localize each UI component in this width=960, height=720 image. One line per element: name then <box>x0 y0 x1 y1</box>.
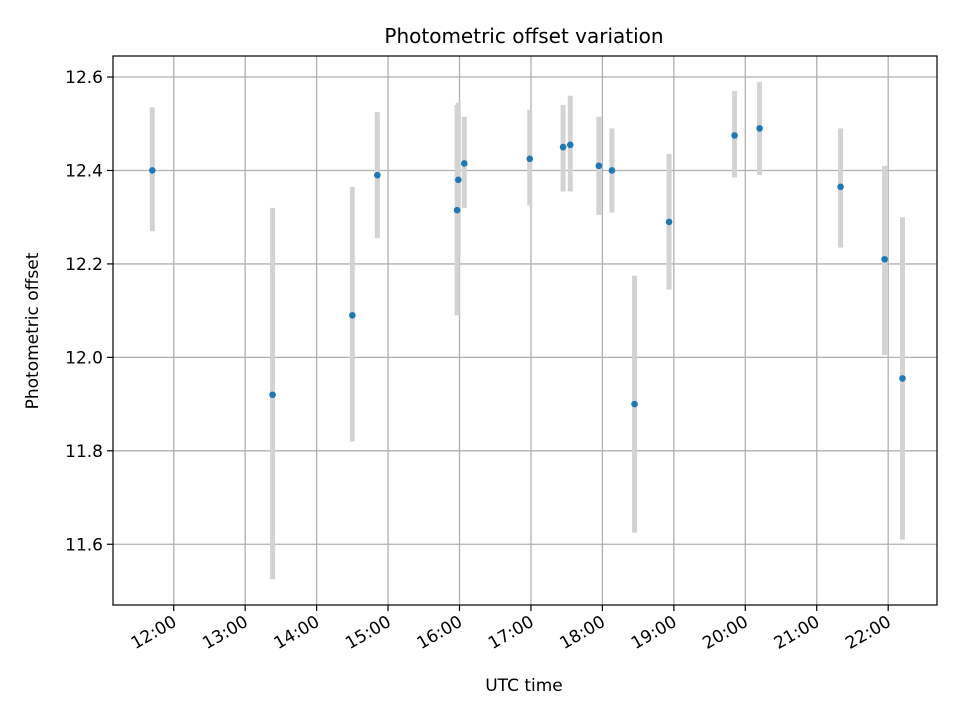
data-point <box>455 176 462 184</box>
data-point <box>566 141 574 149</box>
data-point <box>899 375 906 382</box>
data-point <box>460 160 468 167</box>
data-point <box>526 155 534 163</box>
y-tick-label: 12.2 <box>65 255 103 275</box>
data-point <box>374 171 381 179</box>
data-point <box>665 218 673 226</box>
y-axis-title: Photometric offset <box>23 252 43 409</box>
chart-title: Photometric offset variation <box>384 24 663 48</box>
y-tick-label: 12.0 <box>65 348 103 368</box>
data-point <box>608 167 616 174</box>
data-point <box>881 255 888 263</box>
data-point <box>349 312 356 319</box>
data-point <box>559 143 567 151</box>
data-point <box>731 132 738 139</box>
y-axis-ticks: 11.6 11.8 12.0 12.2 12.4 12.6 <box>65 68 113 555</box>
x-axis-title: UTC time <box>485 676 563 696</box>
data-point <box>595 162 603 170</box>
data-point <box>631 400 638 408</box>
y-tick-label: 11.6 <box>65 535 103 555</box>
data-point <box>269 391 276 399</box>
y-tick-label: 11.8 <box>65 442 103 462</box>
data-point <box>756 125 763 132</box>
y-tick-label: 12.4 <box>65 161 103 181</box>
plot-frame <box>112 55 938 606</box>
data-point <box>837 183 844 191</box>
data-points <box>148 125 906 408</box>
y-tick-label: 12.6 <box>65 68 103 88</box>
data-point <box>453 206 461 214</box>
data-point <box>148 167 156 174</box>
